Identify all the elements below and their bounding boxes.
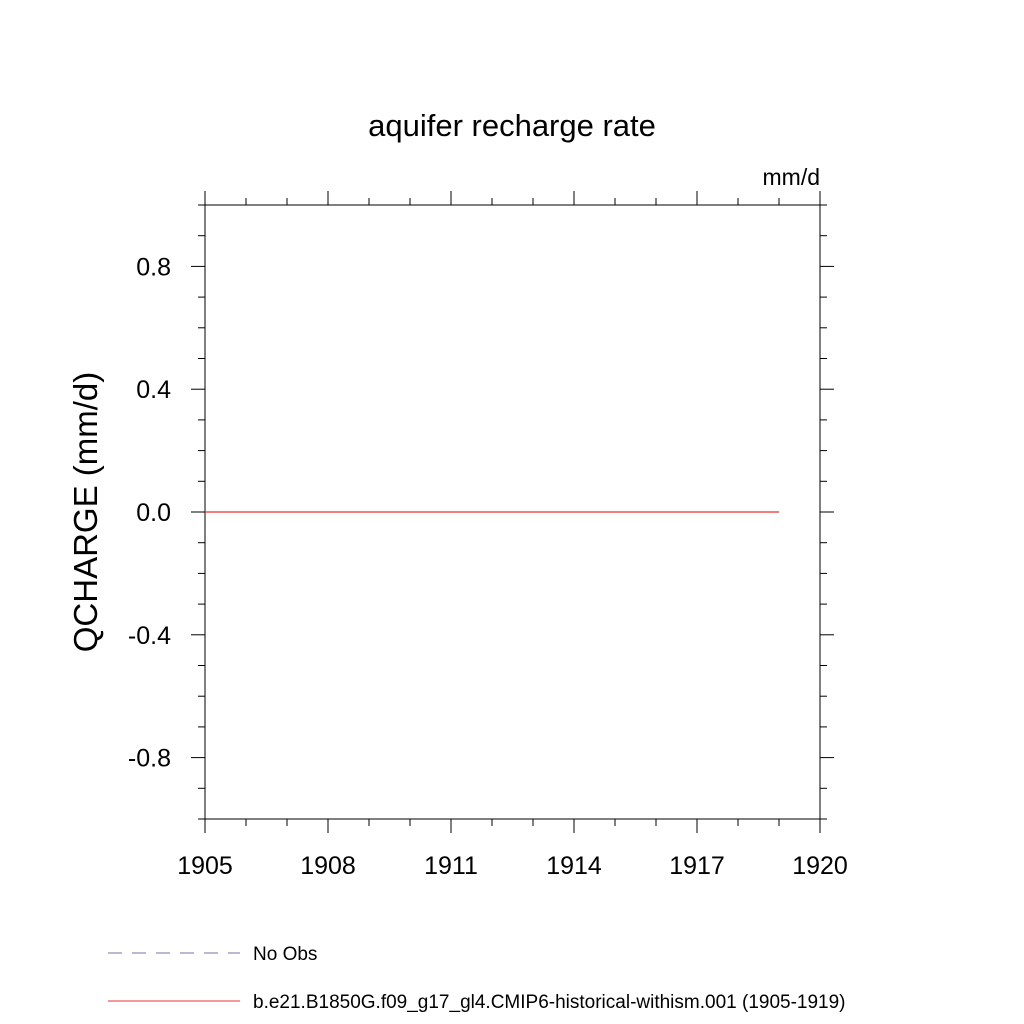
x-tick-label: 1908 (300, 852, 356, 880)
y-axis: -0.8 -0.4 0.0 0.4 0.8 (128, 204, 834, 820)
x-tick-label: 1917 (669, 852, 725, 880)
chart-title: aquifer recharge rate (368, 108, 656, 143)
y-tick-label: 0.0 (136, 499, 171, 527)
y-axis-label: QCHARGE (mm/d) (67, 372, 104, 653)
y-tick-label: 0.8 (136, 253, 171, 281)
x-tick-label: 1911 (424, 852, 478, 880)
x-axis: 1905 1908 1911 1914 1917 1920 (177, 191, 848, 880)
units-label: mm/d (763, 164, 821, 190)
x-tick-label: 1905 (177, 852, 233, 880)
y-tick-label: -0.4 (128, 622, 171, 650)
legend: No Obs b.e21.B1850G.f09_g17_gl4.CMIP6-his… (108, 944, 846, 1013)
x-tick-label: 1920 (792, 852, 848, 880)
legend-label: No Obs (253, 944, 317, 965)
y-tick-label: 0.4 (136, 376, 171, 404)
y-tick-label: -0.8 (128, 745, 171, 773)
x-tick-label: 1914 (546, 852, 602, 880)
legend-label: b.e21.B1850G.f09_g17_gl4.CMIP6-historica… (253, 992, 846, 1013)
